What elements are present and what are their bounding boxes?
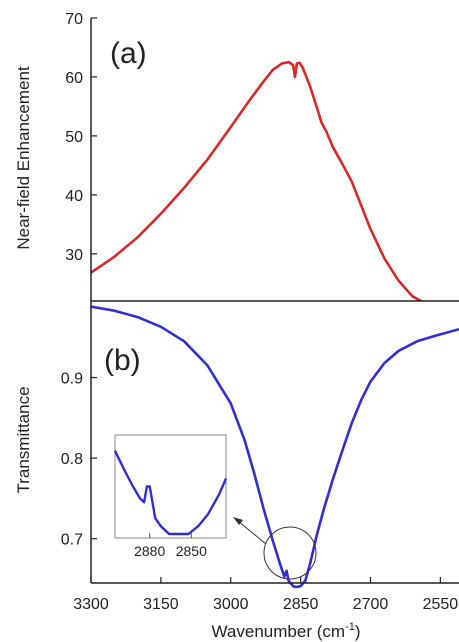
panel-b-x-tick-label: 3000 bbox=[213, 596, 249, 613]
panel-b-y-tick-label: 0.7 bbox=[61, 532, 83, 549]
zoom-circle bbox=[264, 527, 316, 579]
panel-b-x-tick-label: 2700 bbox=[353, 596, 389, 613]
inset-x-tick-label: 2850 bbox=[176, 543, 207, 559]
panel-b-x-tick-label: 2850 bbox=[283, 596, 319, 613]
panel-b: 0.7 0.8 0.9 3300 3150 3000 2850 2700 2550 (b) T… bbox=[14, 307, 459, 641]
panel-a-label: (a) bbox=[110, 37, 147, 70]
x-axis-title-main: Wavenumber (cm bbox=[212, 622, 346, 641]
x-axis-title-exponent: -1 bbox=[345, 621, 355, 633]
panel-a-y-tick-label: 50 bbox=[65, 129, 83, 146]
inset-x-tick-label: 2880 bbox=[134, 543, 165, 559]
panel-a-y-axis: 30 40 50 60 70 bbox=[65, 11, 97, 264]
panel-b-y-tick-label: 0.9 bbox=[61, 371, 83, 388]
panel-b-x-tick-label: 3150 bbox=[143, 596, 179, 613]
panel-a: 30 40 50 60 70 (a) Near-field Enhancement bbox=[14, 11, 450, 310]
panel-a-curve bbox=[91, 62, 450, 310]
zoom-arrow bbox=[238, 521, 266, 544]
x-axis-title-suffix: ) bbox=[355, 622, 361, 641]
panel-b-x-tick-label: 2550 bbox=[423, 596, 459, 613]
panel-a-y-tick-label: 70 bbox=[65, 11, 83, 28]
inset: 2880 2850 bbox=[115, 435, 226, 559]
panel-b-y-tick-label: 0.8 bbox=[61, 451, 83, 468]
panel-b-x-tick-label: 3300 bbox=[73, 596, 109, 613]
panel-a-y-tick-label: 40 bbox=[65, 188, 83, 205]
panel-a-ylabel: Near-field Enhancement bbox=[14, 66, 33, 250]
panel-a-y-tick-label: 60 bbox=[65, 70, 83, 87]
panel-a-y-tick-label: 30 bbox=[65, 247, 83, 264]
panel-b-ylabel: Transmittance bbox=[14, 386, 33, 493]
x-axis-title: Wavenumber (cm-1) bbox=[212, 621, 361, 641]
panel-b-label: (b) bbox=[104, 344, 141, 377]
